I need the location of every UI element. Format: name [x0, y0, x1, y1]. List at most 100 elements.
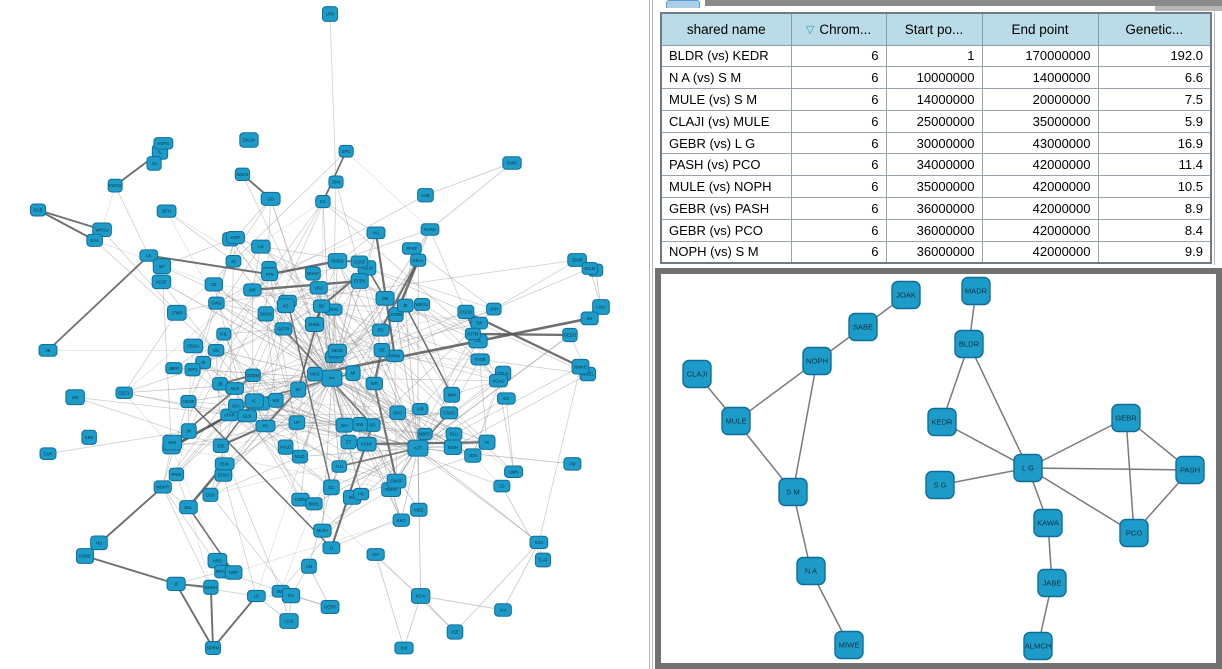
table-cell[interactable]: GEBR (vs) L G [660, 131, 792, 155]
table-cell[interactable]: 36000000 [885, 218, 983, 242]
network-edge-GEBR-PCO[interactable] [1125, 417, 1135, 534]
network-node[interactable]: LD [493, 479, 511, 493]
network-node[interactable]: BKDL [305, 497, 323, 511]
column-header-endpoint[interactable]: End point [981, 12, 1099, 46]
network-node[interactable]: BAA [86, 233, 103, 247]
network-node[interactable]: UN [301, 558, 317, 574]
network-node[interactable]: JE [396, 298, 414, 313]
table-cell[interactable]: BLDR (vs) KEDR [660, 44, 792, 68]
table-cell[interactable]: 6 [790, 44, 887, 68]
network-node[interactable]: KGB [29, 203, 47, 217]
network-node-LG[interactable]: L G [1013, 453, 1043, 483]
network-node[interactable]: DKO [389, 405, 407, 421]
network-node[interactable]: GWU [208, 296, 225, 310]
cropped-tab-fragment[interactable] [666, 0, 700, 8]
network-node[interactable]: PG [353, 487, 370, 501]
network-node[interactable]: KU [281, 587, 301, 604]
small-network-panel[interactable]: JOAK MADR SABE BLDR NOPH CLAJI MULE KEDR GEBR L G… [655, 268, 1222, 669]
network-node[interactable]: MMI [443, 386, 461, 403]
network-node[interactable]: GO [260, 191, 281, 206]
table-cell[interactable]: MULE (vs) NOPH [660, 175, 792, 199]
network-node[interactable]: PFKF [401, 242, 422, 255]
table-cell[interactable]: 16.9 [1097, 131, 1212, 155]
table-cell[interactable]: 36000000 [885, 240, 983, 264]
table-row[interactable]: PASH (vs) PCO 6 34000000 42000000 11.4 [660, 153, 1212, 177]
network-node[interactable]: KOJ [529, 535, 549, 550]
table-row[interactable]: GEBR (vs) L G 6 30000000 43000000 16.9 [660, 131, 1212, 155]
table-cell[interactable]: 42000000 [981, 240, 1099, 264]
network-node[interactable]: JB [38, 344, 58, 357]
cropped-scrollbar-thumb[interactable] [1155, 6, 1222, 11]
network-node[interactable]: IC [244, 393, 264, 409]
table-cell[interactable]: MULE (vs) S M [660, 88, 792, 111]
network-node[interactable]: MI [345, 365, 361, 381]
network-node[interactable]: UDP [224, 565, 243, 580]
table-cell[interactable]: 42000000 [981, 153, 1099, 177]
network-node[interactable]: GD [207, 343, 225, 357]
filter-icon[interactable]: ▽ [805, 23, 815, 36]
network-node[interactable]: TK [478, 434, 496, 450]
table-cell[interactable]: 6 [790, 218, 887, 242]
network-node[interactable]: UMN [504, 465, 524, 478]
network-node-PASH[interactable]: PASH [1175, 455, 1205, 485]
network-node[interactable]: CC [315, 195, 331, 209]
network-node[interactable]: WS [268, 392, 284, 408]
network-node[interactable]: KKO [392, 513, 410, 527]
network-node[interactable]: GERR [320, 599, 340, 615]
network-node[interactable]: DM [375, 291, 395, 306]
network-node[interactable]: KCAI [410, 588, 431, 604]
network-node[interactable]: EKLM [239, 132, 259, 148]
column-header-genetic[interactable]: Genetic... [1097, 12, 1212, 46]
table-cell[interactable]: 170000000 [981, 44, 1099, 68]
network-node[interactable]: OENE [180, 394, 197, 409]
table-row[interactable]: GEBR (vs) PASH 6 36000000 42000000 8.9 [660, 197, 1212, 220]
table-cell[interactable]: NOPH (vs) S M [660, 240, 792, 264]
table-row[interactable]: MULE (vs) S M 6 14000000 20000000 7.5 [660, 88, 1212, 111]
network-node[interactable]: HG [366, 226, 386, 240]
column-header-startpo[interactable]: Start po... [885, 12, 983, 46]
network-node-SABE[interactable]: SABE [848, 312, 878, 342]
network-node[interactable]: MBEC [417, 427, 433, 441]
network-node[interactable]: LISU [592, 299, 610, 315]
network-node[interactable]: MOKR [153, 480, 172, 494]
table-cell[interactable]: 42000000 [981, 218, 1099, 242]
table-cell[interactable]: GEBR (vs) PCO [660, 218, 792, 242]
table-cell[interactable]: 35000000 [981, 109, 1099, 133]
table-cell[interactable]: 6 [790, 240, 887, 264]
network-node[interactable]: MUD [291, 449, 309, 464]
network-node[interactable]: IAR [412, 402, 429, 416]
network-node-MADR[interactable]: MADR [961, 276, 991, 306]
network-node-KEDR[interactable]: KEDR [927, 407, 957, 437]
network-node[interactable]: WEGU [413, 297, 431, 311]
table-cell[interactable]: 1 [885, 44, 983, 68]
table-cell[interactable]: 30000000 [885, 131, 983, 155]
network-node[interactable]: GOSF [350, 255, 369, 268]
table-cell[interactable]: 6.6 [1097, 66, 1212, 90]
network-node[interactable]: KJT [407, 439, 429, 457]
network-node[interactable]: CSOS [440, 406, 459, 420]
network-node[interactable]: SK [290, 381, 307, 398]
network-node[interactable]: GEGL [115, 386, 133, 400]
network-node-JABE[interactable]: JABE [1037, 568, 1067, 598]
network-node[interactable]: NW [352, 416, 368, 432]
network-node[interactable]: KSNF [356, 436, 377, 452]
network-node[interactable]: CBGU [183, 338, 204, 354]
network-node-SG[interactable]: S G [925, 470, 955, 500]
network-node[interactable]: LBU [309, 281, 328, 295]
network-node-MIWE[interactable]: MIWE [834, 630, 864, 660]
column-header-chrom[interactable]: ▽ Chrom... [790, 12, 887, 46]
network-edge-BLDR-LG[interactable] [968, 343, 1029, 469]
network-node[interactable]: OE [373, 343, 390, 358]
table-cell[interactable]: 9.9 [1097, 240, 1212, 264]
network-node-BLDR[interactable]: BLDR [954, 329, 984, 359]
network-node[interactable]: JTMR [167, 304, 187, 321]
table-cell[interactable]: GEBR (vs) PASH [660, 197, 792, 220]
network-node[interactable]: JK [180, 423, 197, 439]
table-cell[interactable]: 5.9 [1097, 109, 1212, 133]
network-node[interactable]: TW [470, 316, 488, 330]
network-node[interactable]: SHGN [257, 306, 274, 322]
network-node[interactable]: JSE [446, 624, 464, 640]
network-node[interactable]: IAA [494, 603, 512, 617]
network-node[interactable]: GEDO [562, 327, 578, 343]
table-cell[interactable]: 6 [790, 197, 887, 220]
